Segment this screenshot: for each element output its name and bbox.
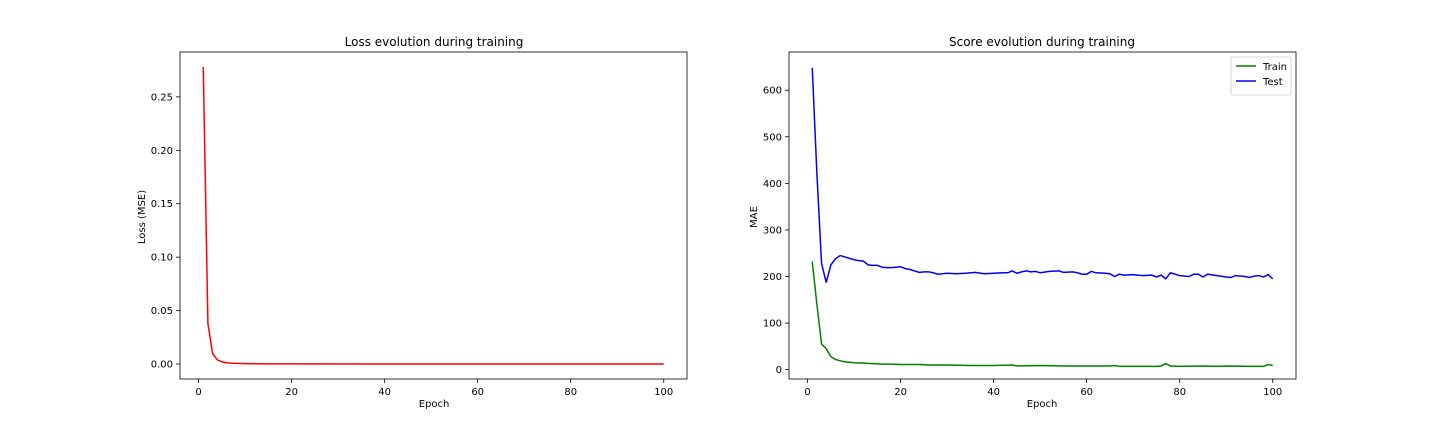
y-tick-label: 600 (763, 86, 782, 97)
x-tick-label: 100 (654, 387, 673, 398)
series-line-train (811, 261, 1273, 368)
legend-label-train: Train (1262, 62, 1287, 73)
x-tick-label: 40 (987, 387, 1000, 398)
series-line-test (811, 67, 1274, 283)
y-tick-label: 0.00 (151, 360, 173, 371)
x-tick-label: 60 (1080, 387, 1093, 398)
plot-area: 0 20 40 60 80 100 0.00 0.05 0.10 0.15 0.20 0.25 (151, 51, 688, 398)
y-tick-label: 400 (763, 179, 782, 190)
plot-frame (788, 51, 1297, 380)
y-tick-label: 0.20 (151, 146, 173, 157)
y-tick-label: 0.15 (151, 199, 173, 210)
x-tick-label: 40 (378, 387, 391, 398)
plot-area: 0 20 40 60 80 100 0 100 200 300 400 500 600 Train Test (763, 51, 1297, 398)
y-tick-label: 300 (763, 225, 782, 236)
y-tick-label: 100 (763, 319, 782, 330)
x-tick-label: 20 (894, 387, 907, 398)
x-tick-label: 0 (195, 387, 201, 398)
y-tick-label: 0 (776, 365, 782, 376)
x-axis-label: Epoch (419, 399, 450, 410)
y-tick-label: 0.10 (151, 253, 173, 264)
series-line-0 (202, 66, 664, 365)
chart-title: Score evolution during training (949, 35, 1135, 49)
y-tick-label: 0.05 (151, 306, 173, 317)
x-tick-label: 20 (285, 387, 298, 398)
plot-frame (179, 51, 688, 380)
x-axis-label: Epoch (1027, 399, 1058, 410)
y-axis-label: Loss (MSE) (137, 190, 148, 244)
y-tick-label: 0.25 (151, 92, 173, 103)
y-tick-label: 200 (763, 272, 782, 283)
x-tick-label: 0 (804, 387, 810, 398)
x-tick-label: 100 (1263, 387, 1282, 398)
x-tick-label: 80 (1173, 387, 1186, 398)
y-tick-label: 500 (763, 132, 782, 143)
x-tick-label: 60 (471, 387, 484, 398)
score-chart: Score evolution during training 0 20 40 60 8… (749, 35, 1297, 410)
loss-chart: Loss evolution during training 0 20 40 60 80… (137, 35, 688, 410)
chart-title: Loss evolution during training (345, 35, 524, 49)
x-tick-label: 80 (564, 387, 577, 398)
y-axis-label: MAE (749, 206, 760, 228)
legend: Train Test (1230, 56, 1292, 96)
legend-label-test: Test (1262, 77, 1283, 88)
